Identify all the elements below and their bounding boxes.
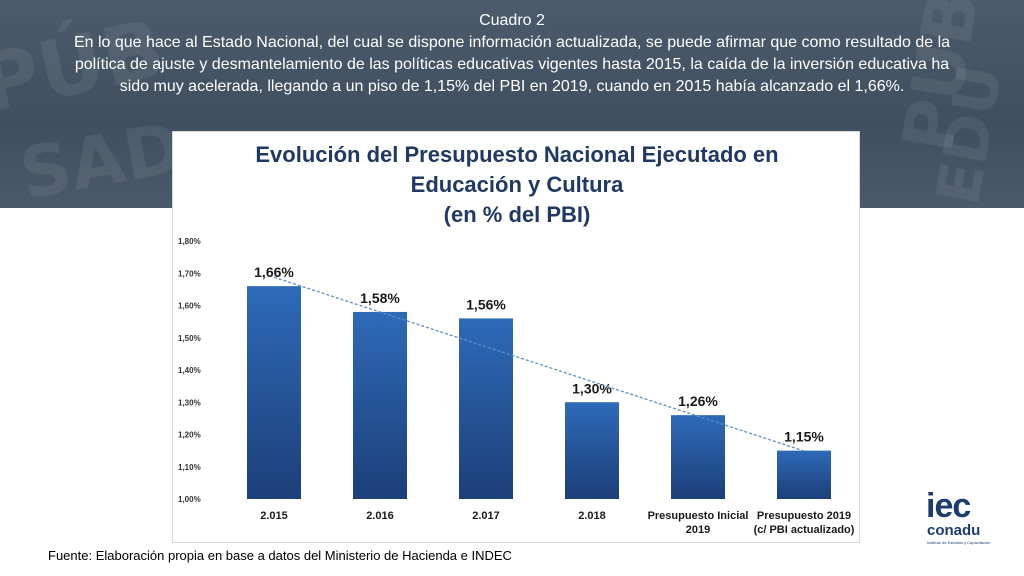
y-tick-label: 1,60% <box>178 302 201 311</box>
logo-conadu: conadu <box>927 522 981 539</box>
chart-title-line: Educación y Cultura <box>411 172 624 197</box>
logo-iec: iec <box>926 487 971 525</box>
y-tick-label: 1,30% <box>178 398 201 407</box>
x-category-label: Presupuesto Inicial <box>648 510 749 522</box>
caption: Cuadro 2 En lo que hace al Estado Nacion… <box>60 10 964 98</box>
y-tick-label: 1,70% <box>178 269 201 278</box>
bar <box>777 450 831 499</box>
trendline <box>273 276 805 452</box>
x-category-label: 2019 <box>686 524 710 536</box>
y-tick-label: 1,50% <box>178 334 201 343</box>
y-tick-label: 1,20% <box>178 431 201 440</box>
watermark-text: SAD <box>14 106 189 208</box>
caption-text: En lo que hace al Estado Nacional, del c… <box>73 34 951 95</box>
caption-title: Cuadro 2 <box>479 12 545 29</box>
x-category-label: 2.017 <box>472 510 500 522</box>
logo-institute: Instituto de Estudios y Capacitación <box>927 540 991 545</box>
x-category-label: 2.015 <box>260 510 288 522</box>
data-label: 1,56% <box>466 296 506 312</box>
x-category-label: 2.018 <box>578 510 606 522</box>
data-label: 1,15% <box>784 429 824 445</box>
y-tick-label: 1,40% <box>178 366 201 375</box>
bar <box>565 402 619 499</box>
data-label: 1,26% <box>678 393 718 409</box>
x-category-label: (c/ PBI actualizado) <box>754 524 855 536</box>
x-category-label: 2.016 <box>366 510 394 522</box>
y-tick-label: 1,80% <box>178 237 201 246</box>
y-tick-label: 1,00% <box>178 495 201 504</box>
chart-container: Evolución del Presupuesto Nacional Ejecu… <box>172 131 860 543</box>
chart-title-line: Evolución del Presupuesto Nacional Ejecu… <box>255 142 778 167</box>
data-label: 1,66% <box>254 264 294 280</box>
iec-conadu-logo: iec conadu Instituto de Estudios y Capac… <box>924 487 1004 549</box>
data-label: 1,58% <box>360 290 400 306</box>
data-label: 1,30% <box>572 380 612 396</box>
chart-title-line: (en % del PBI) <box>444 202 591 227</box>
bar <box>247 286 301 499</box>
bar-chart: Evolución del Presupuesto Nacional Ejecu… <box>178 142 855 536</box>
x-category-label: Presupuesto 2019 <box>757 510 851 522</box>
bar <box>671 415 725 499</box>
bar <box>353 311 407 499</box>
y-tick-label: 1,10% <box>178 463 201 472</box>
bar <box>459 318 513 499</box>
source-note: Fuente: Elaboración propia en base a dat… <box>48 548 512 563</box>
